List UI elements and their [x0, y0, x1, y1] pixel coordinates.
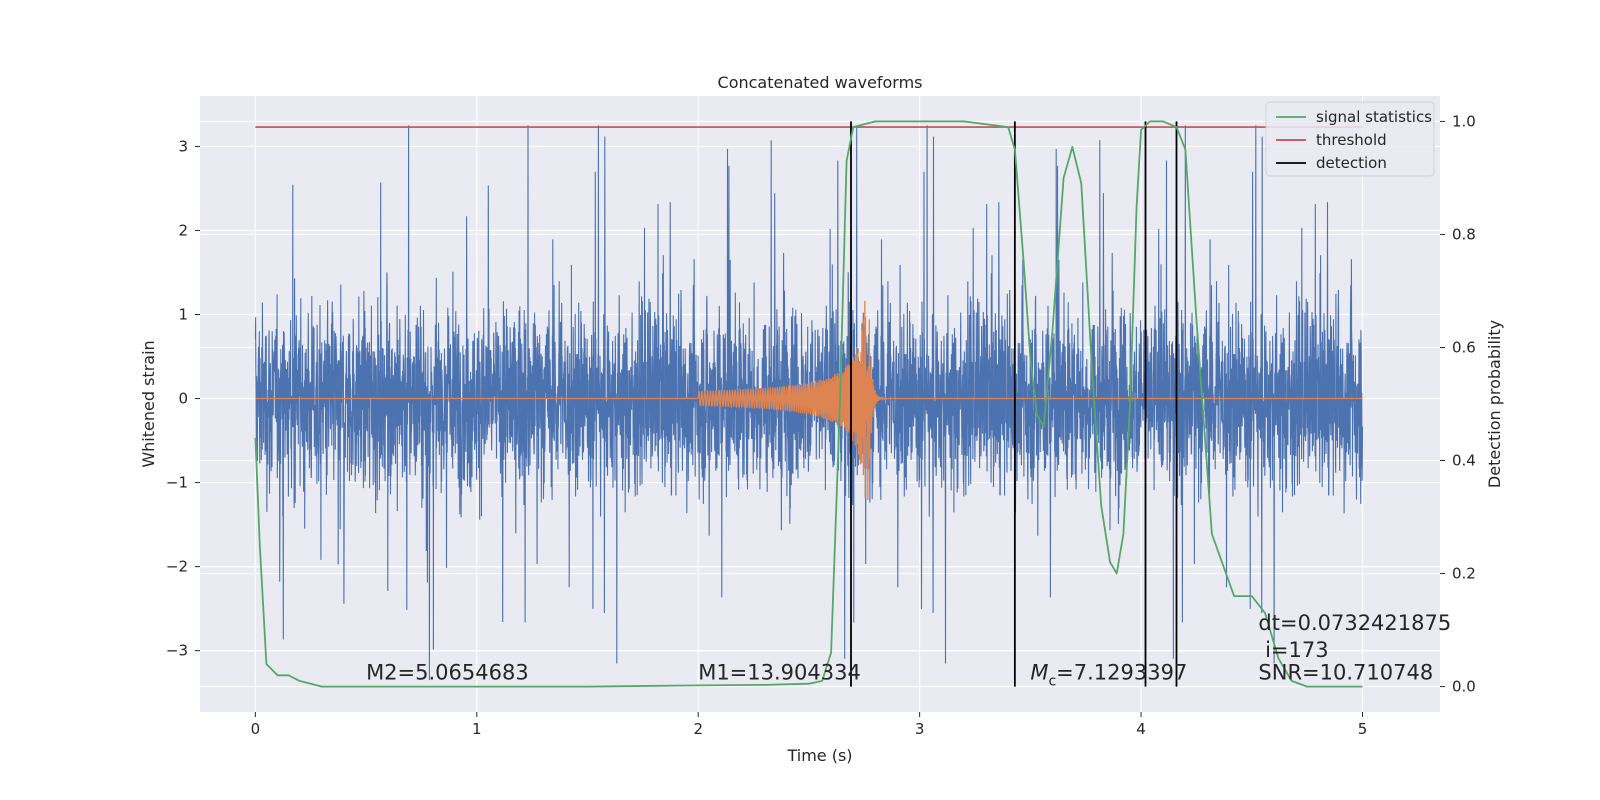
axes: 0 1 2 3 4 5 −3 −2 −1 0 1 2 3 0.0 0.2 0.4 0.6 0.8 1.0 [166, 112, 1476, 738]
y-right-tick-label: 0.2 [1452, 565, 1476, 583]
annotation-text: M1=13.904334 [698, 661, 861, 685]
annotation-text: Mc=7.1293397 [1030, 661, 1187, 690]
y-tick-label: 2 [178, 221, 188, 239]
x-tick-label: 1 [472, 720, 482, 738]
y-right-tick-label: 0.6 [1452, 338, 1476, 356]
y-right-tick-label: 0.8 [1452, 225, 1476, 243]
x-tick-label: 3 [915, 720, 925, 738]
x-tick-label: 5 [1358, 720, 1368, 738]
y-right-tick-label: 0.0 [1452, 678, 1476, 696]
x-tick-label: 0 [251, 720, 261, 738]
legend-box [1265, 101, 1435, 177]
chart-title: Concatenated waveforms [718, 73, 923, 92]
y-tick-label: 0 [178, 390, 188, 408]
plot-area [254, 120, 1364, 688]
x-tick-label: 4 [1136, 720, 1146, 738]
legend-entry: threshold [1316, 131, 1387, 149]
y-tick-label: −1 [166, 474, 188, 492]
legend-entry: detection [1316, 154, 1387, 172]
legend-entry: signal statistics [1316, 108, 1432, 126]
annotation-text: M2=5.0654683 [366, 661, 529, 685]
annotation-text: dt=0.0732421875 [1258, 611, 1451, 635]
y-tick-label: −2 [166, 558, 188, 576]
annotation-value: =7.1293397 [1056, 661, 1187, 685]
annotation-symbol: M [1030, 661, 1048, 685]
x-tick-label: 2 [693, 720, 703, 738]
annotation-subscript: c [1048, 674, 1056, 690]
y-tick-label: 3 [178, 137, 188, 155]
annotation-text: SNR=10.710748 [1258, 661, 1433, 685]
y-right-tick-label: 0.4 [1452, 452, 1476, 470]
y-tick-label: 1 [178, 305, 188, 323]
y-axis-right-label: Detection probability [1485, 320, 1504, 488]
y-tick-label: −3 [166, 642, 188, 660]
annotations: M2=5.0654683 M1=13.904334 Mc=7.1293397 dt=0… [366, 611, 1451, 690]
x-axis-label: Time (s) [786, 746, 852, 765]
y-axis-label: Whitened strain [139, 340, 158, 467]
template-waveform [255, 300, 1363, 501]
y-right-tick-label: 1.0 [1452, 112, 1476, 130]
annotation-text: i=173 [1265, 638, 1329, 662]
legend: signal statistics threshold detection [1265, 101, 1435, 177]
signal-statistics-line [254, 120, 1363, 688]
